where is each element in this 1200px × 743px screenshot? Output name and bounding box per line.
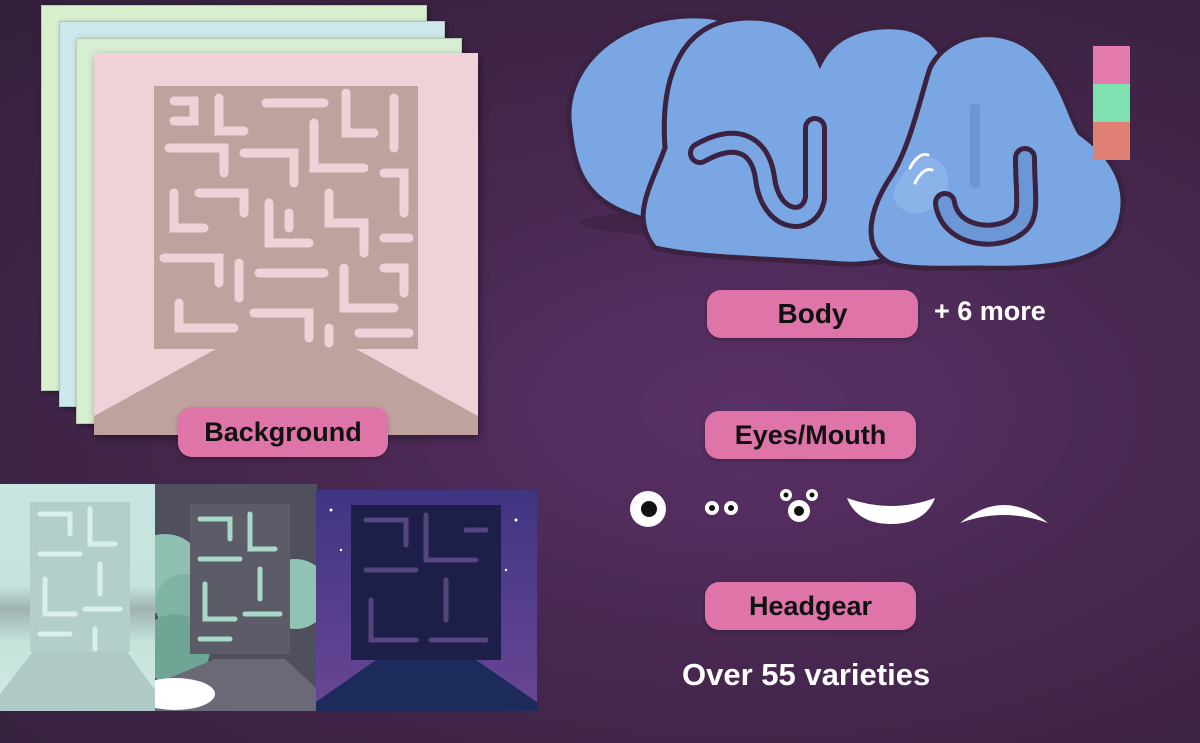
two-eyes-icon[interactable] bbox=[702, 496, 742, 520]
headgear-label: Headgear bbox=[705, 582, 916, 630]
color-swatch-pink[interactable] bbox=[1093, 46, 1130, 84]
body-shapes-illustration bbox=[560, 8, 1140, 276]
eyes-mouth-label: Eyes/Mouth bbox=[705, 411, 916, 459]
background-thumbnail-night[interactable] bbox=[316, 490, 537, 711]
three-eyes-icon[interactable] bbox=[774, 486, 824, 528]
body-more-count: + 6 more bbox=[934, 296, 1046, 326]
background-thumbnail-cloudy[interactable] bbox=[155, 484, 317, 711]
smile-mouth-icon[interactable] bbox=[845, 494, 937, 526]
single-eye-icon[interactable] bbox=[628, 489, 668, 529]
frown-mouth-icon[interactable] bbox=[958, 497, 1050, 527]
background-preview-main[interactable] bbox=[94, 53, 478, 435]
color-swatch-green[interactable] bbox=[1093, 84, 1130, 122]
varieties-text: Over 55 varieties bbox=[682, 657, 931, 692]
color-swatch-salmon[interactable] bbox=[1093, 122, 1130, 160]
background-thumbnail-light[interactable] bbox=[0, 484, 158, 711]
body-label: Body bbox=[707, 290, 918, 338]
background-label: Background bbox=[178, 407, 388, 457]
